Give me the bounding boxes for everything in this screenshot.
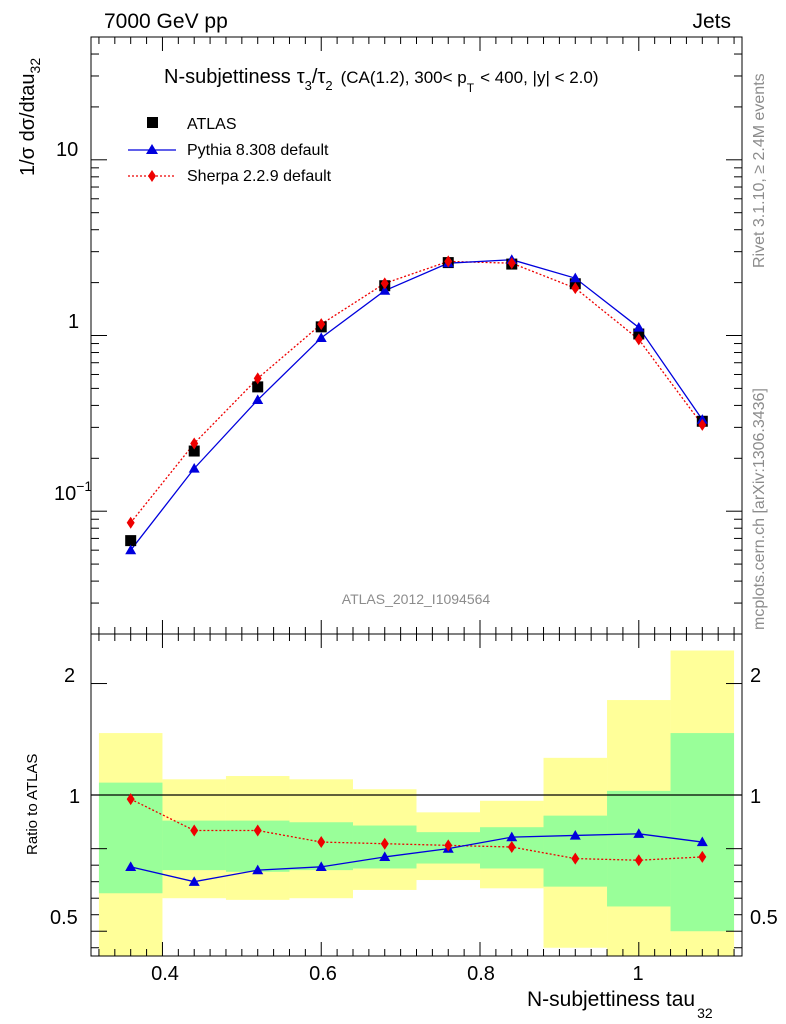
ratio-y-tick-labels-right: 2 1 0.5 [750, 665, 778, 929]
sherpa-line [130, 260, 703, 524]
ratio-ytick-label-1: 1 [69, 786, 80, 808]
ratio-sherpa-point [190, 824, 199, 837]
ratio-pythia-point [315, 861, 327, 871]
ratio-pythia-point [252, 864, 264, 875]
ratio-pythia-line [130, 833, 703, 883]
pythia-point [569, 272, 581, 283]
rivet-label: Rivet 3.1.10, ≥ 2.4M events [751, 73, 768, 268]
pythia-point [125, 544, 137, 555]
ratio-ytick-label-right-2: 2 [750, 665, 761, 687]
xtick-label-0.8: 0.8 [467, 963, 495, 985]
xtick-label-1: 1 [632, 963, 643, 985]
band-inner [670, 733, 735, 932]
sherpa-point [317, 318, 326, 331]
analysis-id: ATLAS_2012_I1094564 [342, 591, 491, 607]
ratio-sherpa-point [253, 824, 262, 837]
band-inner [607, 790, 671, 907]
beam-label: 7000 GeV pp [104, 10, 228, 33]
pythia-point [252, 394, 264, 405]
sherpa-point [698, 418, 707, 431]
sherpa-point [190, 437, 199, 450]
pythia-point [379, 285, 391, 295]
x-tick-labels: 0.4 0.6 0.8 1 [151, 963, 643, 985]
band-inner [543, 815, 608, 887]
sherpa-point [253, 372, 262, 385]
sherpa-point [126, 516, 135, 529]
sherpa-point [380, 277, 389, 290]
ytick-label-1: 1 [68, 311, 79, 333]
pythia-point [633, 322, 645, 332]
legend-marker-sherpa [148, 170, 156, 182]
ratio-pythia-point [125, 861, 137, 871]
pythia-line [130, 259, 703, 551]
sherpa-point [507, 257, 516, 270]
ytick-label-10: 10 [56, 139, 78, 161]
main-y-axis-label: 1/σ dσ/dtau32 [17, 58, 43, 176]
ratio-y-axis-label: Ratio to ATLAS [24, 754, 41, 855]
legend-label-sherpa: Sherpa 2.2.9 default [187, 168, 332, 185]
ratio-uncertainty-bands [98, 650, 735, 956]
ratio-y-tick-labels-left: 2 1 0.5 [50, 665, 80, 929]
legend-label-pythia: Pythia 8.308 default [187, 142, 329, 159]
xtick-label-0.4: 0.4 [151, 963, 179, 985]
ratio-ytick-label-right-0.5: 0.5 [750, 907, 778, 929]
atlas-point [188, 445, 200, 457]
legend: ATLAS Pythia 8.308 default Sherpa 2.2.9 … [128, 116, 332, 185]
ratio-sherpa-point [380, 837, 389, 850]
ytick-label-0.1: 10−1 [54, 478, 92, 505]
ratio-ytick-label-2: 2 [64, 665, 75, 687]
sherpa-point [444, 255, 453, 268]
sherpa-point [634, 333, 643, 346]
atlas-point [252, 381, 264, 393]
process-label: Jets [692, 10, 731, 33]
sherpa-point [571, 282, 580, 295]
ratio-sherpa-point [126, 793, 135, 806]
xtick-label-0.6: 0.6 [309, 963, 337, 985]
main-data-marks [125, 254, 708, 555]
ratio-pythia-point [696, 836, 708, 847]
legend-marker-atlas [147, 117, 158, 128]
source-label: mcplots.cern.ch [arXiv:1306.3436] [751, 388, 768, 630]
legend-marker-pythia [146, 144, 158, 154]
ratio-sherpa-point [571, 852, 580, 865]
ratio-pythia-point [188, 876, 200, 886]
pythia-point [188, 462, 200, 473]
plot-title: N-subjettiness τ3/τ2 (CA(1.2), 300< pT< 40… [164, 66, 599, 95]
ratio-ytick-label-0.5: 0.5 [50, 907, 78, 929]
ratio-sherpa-point [444, 839, 453, 852]
x-axis-label: N-subjettiness tau32 [527, 988, 713, 1021]
ratio-sherpa-point [634, 854, 643, 867]
ratio-data-marks [125, 793, 708, 886]
main-y-ticks [91, 36, 742, 635]
ratio-ytick-label-right-1: 1 [750, 786, 761, 808]
main-y-tick-labels: 10−1 1 10 [54, 139, 92, 505]
legend-label-atlas: ATLAS [187, 116, 237, 133]
main-panel: 10−1 1 10 1/σ dσ/dtau32 N-subjettiness τ3… [17, 36, 743, 635]
ratio-ticks [91, 634, 742, 956]
ratio-sherpa-point [317, 836, 326, 849]
ratio-sherpa-line [130, 798, 703, 861]
ratio-pythia-point [506, 831, 518, 842]
ratio-sherpa-point [507, 841, 516, 854]
ratio-sherpa-point [698, 850, 707, 863]
ratio-pythia-point [569, 829, 581, 840]
ratio-pythia-point [633, 828, 645, 838]
ratio-pythia-point [379, 851, 391, 862]
pythia-point [315, 332, 327, 342]
ratio-panel: 0.4 0.6 0.8 1 2 1 0.5 2 1 0.5 Ratio to A… [24, 633, 778, 1021]
atlas-point [125, 535, 137, 547]
